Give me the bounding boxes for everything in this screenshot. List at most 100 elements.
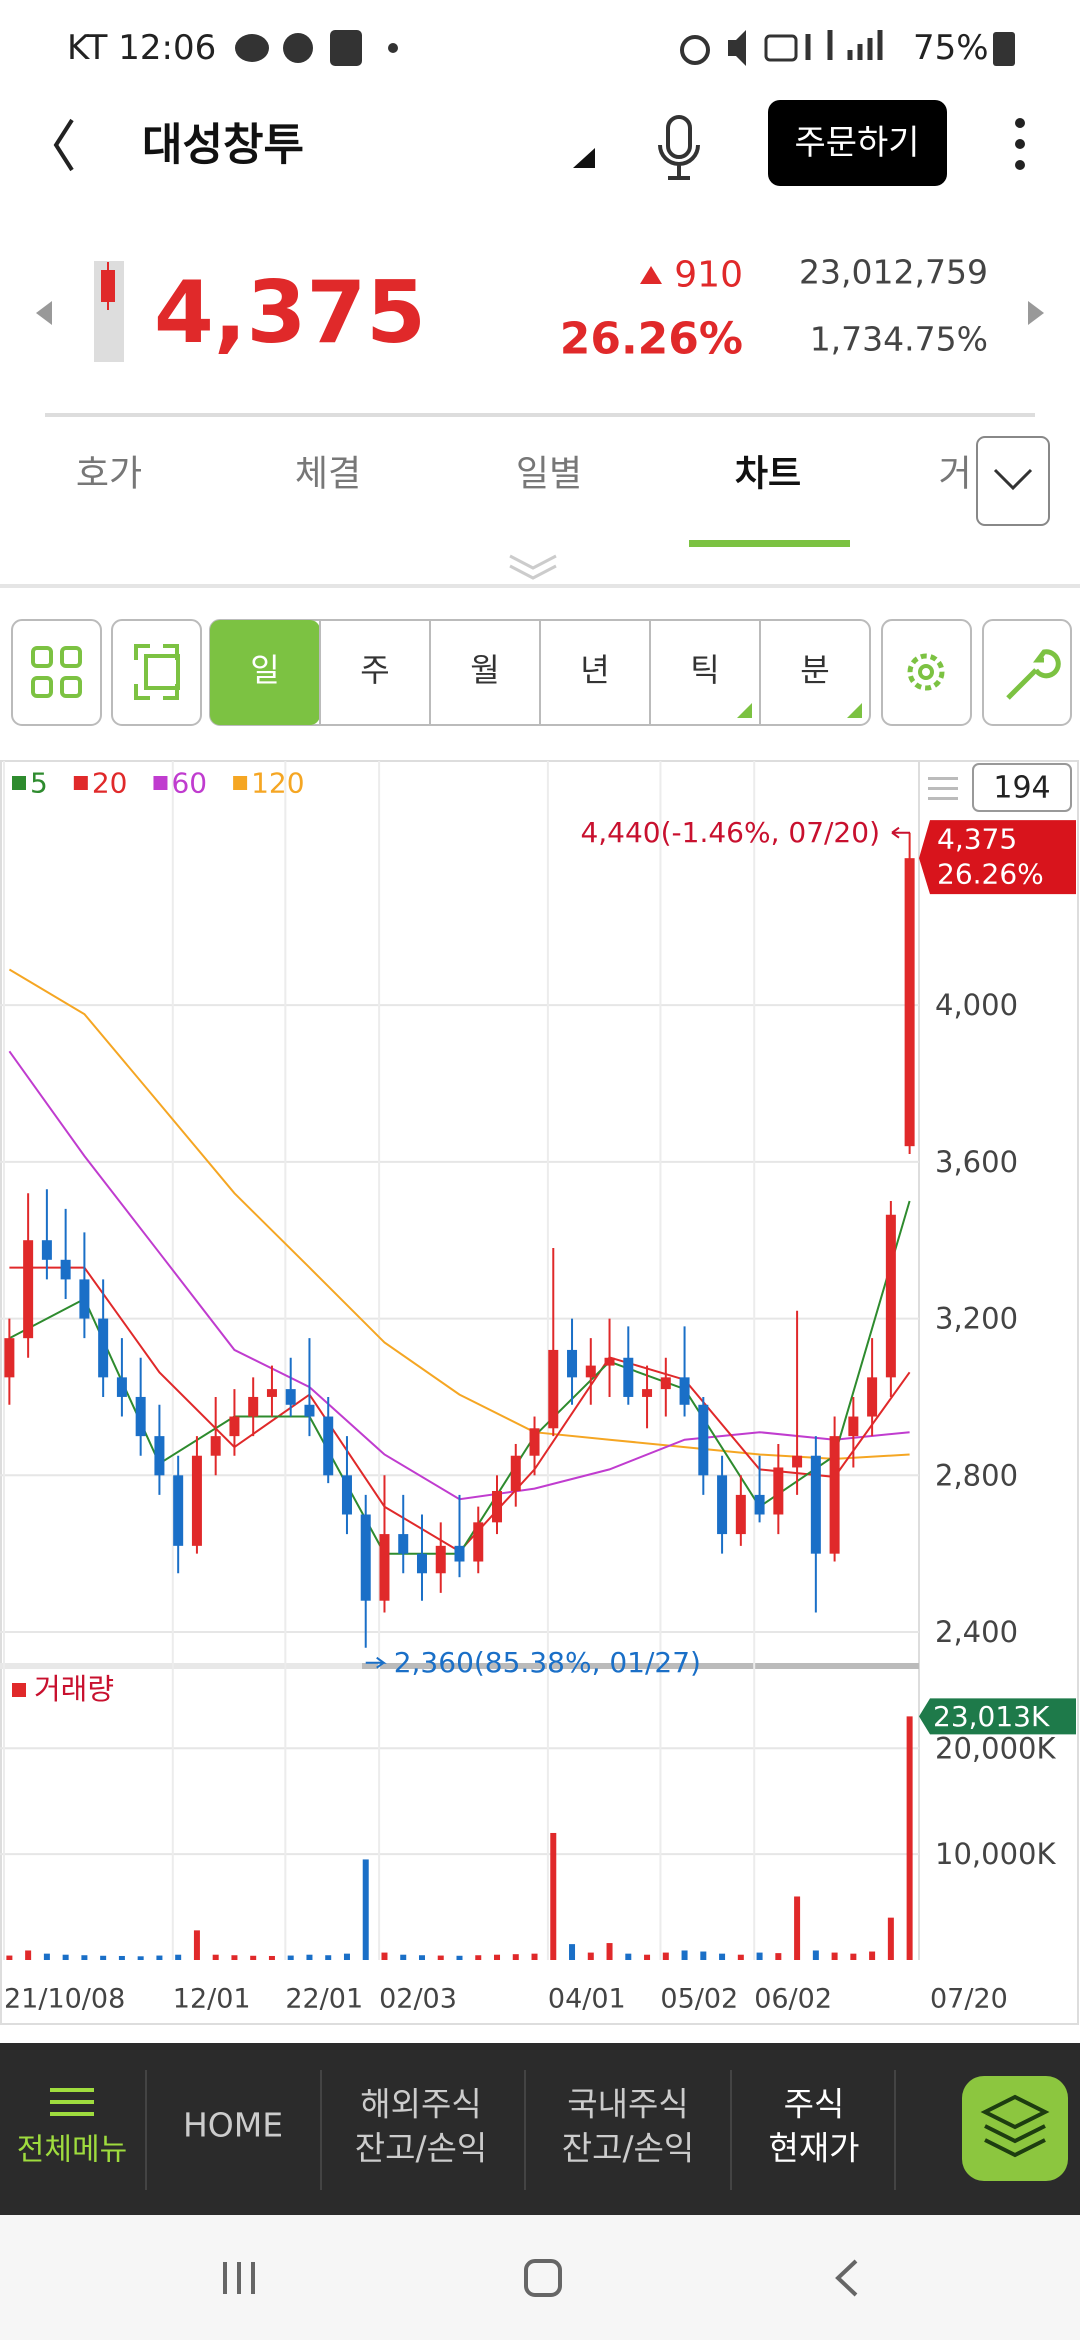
layout-button[interactable] xyxy=(11,619,102,726)
mic-button[interactable] xyxy=(658,115,700,180)
back-button[interactable] xyxy=(53,118,74,172)
dropdown-marker[interactable] xyxy=(573,148,595,168)
fullscreen-button[interactable] xyxy=(111,619,202,726)
tab-dropdown[interactable] xyxy=(976,436,1050,526)
current-price: 4,375 xyxy=(154,263,426,363)
candle-body xyxy=(304,1404,315,1417)
menu-label[interactable]: 전체메뉴 xyxy=(17,2133,127,2168)
collapse-icon[interactable] xyxy=(509,554,557,570)
legend-swatch xyxy=(233,776,248,790)
x-tick-label: 12/01 xyxy=(173,1984,251,2015)
volume-bar xyxy=(756,1952,763,1960)
volume-bar xyxy=(869,1951,876,1960)
candle-body xyxy=(548,1349,559,1429)
candle-body xyxy=(210,1436,221,1456)
nav-item[interactable]: 잔고/손익 xyxy=(562,2129,695,2168)
candle-body xyxy=(492,1490,503,1523)
order-button-label[interactable]: 주문하기 xyxy=(794,123,919,163)
period-option[interactable]: 일 xyxy=(250,651,279,689)
candle-body xyxy=(848,1416,859,1437)
candle-body xyxy=(454,1545,465,1562)
volume-tick-label: 20,000K xyxy=(935,1731,1056,1765)
chart-menu-icon[interactable] xyxy=(928,777,958,800)
candle-body xyxy=(717,1475,728,1535)
candle-body xyxy=(4,1338,15,1378)
volume-bar xyxy=(625,1953,632,1960)
tab-dropdown-icon[interactable] xyxy=(993,468,1033,491)
candle-body xyxy=(510,1455,521,1491)
period-option[interactable]: 월 xyxy=(470,651,499,689)
candle-icon-body xyxy=(101,270,115,302)
period-option[interactable]: 분 xyxy=(800,651,829,689)
scrollbar[interactable] xyxy=(362,1663,919,1669)
nav-item[interactable]: 주식 xyxy=(784,2085,845,2124)
volume-bar xyxy=(606,1943,613,1960)
volume-bar xyxy=(175,1954,182,1960)
volume-bar xyxy=(794,1896,801,1960)
candle-body xyxy=(191,1455,202,1546)
volume-bar xyxy=(250,1955,257,1960)
volume-bar xyxy=(137,1956,144,1960)
tab[interactable]: 체결 xyxy=(295,454,361,495)
legend-swatch xyxy=(12,1683,26,1697)
period-option[interactable]: 년 xyxy=(580,651,609,689)
candle-body xyxy=(79,1279,90,1319)
ma-line xyxy=(8,968,910,1460)
volume-bar xyxy=(437,1955,444,1960)
tab[interactable]: 차트 xyxy=(735,454,801,495)
chart-frame xyxy=(0,760,1079,2025)
legend-label: 120 xyxy=(251,767,304,800)
order-button[interactable] xyxy=(768,100,947,186)
volume-bar xyxy=(118,1955,125,1960)
legend-swatch xyxy=(12,776,26,790)
candle-body xyxy=(735,1494,746,1535)
x-tick-label: 22/01 xyxy=(285,1984,363,2015)
candle-body xyxy=(604,1357,615,1366)
nav-item[interactable]: 국내주식 xyxy=(567,2085,688,2124)
volume-label: 거래량 xyxy=(34,1672,114,1706)
volume-bar xyxy=(306,1954,313,1960)
high-note: 4,440(-1.46%, 07/20) xyxy=(580,816,880,849)
tab[interactable]: 일별 xyxy=(516,454,582,495)
nav-item[interactable]: 해외주식 xyxy=(360,2085,481,2124)
nav-item[interactable]: HOME xyxy=(183,2106,283,2145)
stock-title[interactable]: 대성창투 xyxy=(142,120,304,171)
volume-bar xyxy=(531,1953,538,1960)
period-option[interactable]: 주 xyxy=(360,651,389,689)
nav-item[interactable]: 잔고/손익 xyxy=(355,2129,488,2168)
tab[interactable]: 거 xyxy=(938,454,971,495)
period-option[interactable]: 틱 xyxy=(690,651,719,689)
menu-icon[interactable] xyxy=(50,2088,94,2116)
volume-bar xyxy=(644,1954,651,1960)
up-arrow xyxy=(640,266,662,284)
high-arrow xyxy=(891,826,910,839)
settings-button[interactable] xyxy=(881,619,972,726)
candle-count[interactable]: 194 xyxy=(993,771,1050,806)
next-stock[interactable] xyxy=(1028,301,1044,325)
volume-bar xyxy=(719,1953,726,1960)
candle-body xyxy=(341,1475,352,1515)
battery-percent: 75% xyxy=(913,28,989,68)
volume-bar xyxy=(343,1953,350,1960)
nav-item[interactable]: 현재가 xyxy=(768,2129,859,2168)
tab[interactable]: 호가 xyxy=(76,454,142,495)
volume-tag xyxy=(919,1698,1076,1735)
more-menu[interactable] xyxy=(1015,118,1025,170)
y-tick-label: 3,200 xyxy=(935,1302,1018,1336)
layout-icon xyxy=(31,646,82,698)
volume-bar xyxy=(700,1951,707,1960)
system-nav-icons[interactable] xyxy=(223,2259,858,2297)
volume-bar xyxy=(737,1954,744,1960)
volume-bar xyxy=(156,1955,163,1960)
price-tag-label: 4,375 xyxy=(937,823,1017,856)
volume-bar xyxy=(587,1952,594,1960)
system-nav xyxy=(0,2215,1080,2340)
collapse-icon xyxy=(509,564,557,580)
x-tick-label: 04/01 xyxy=(548,1984,626,2015)
candle-count-box[interactable] xyxy=(972,763,1072,812)
prev-stock[interactable] xyxy=(36,301,52,325)
tools-button[interactable] xyxy=(982,619,1072,726)
candle-body xyxy=(98,1318,109,1378)
